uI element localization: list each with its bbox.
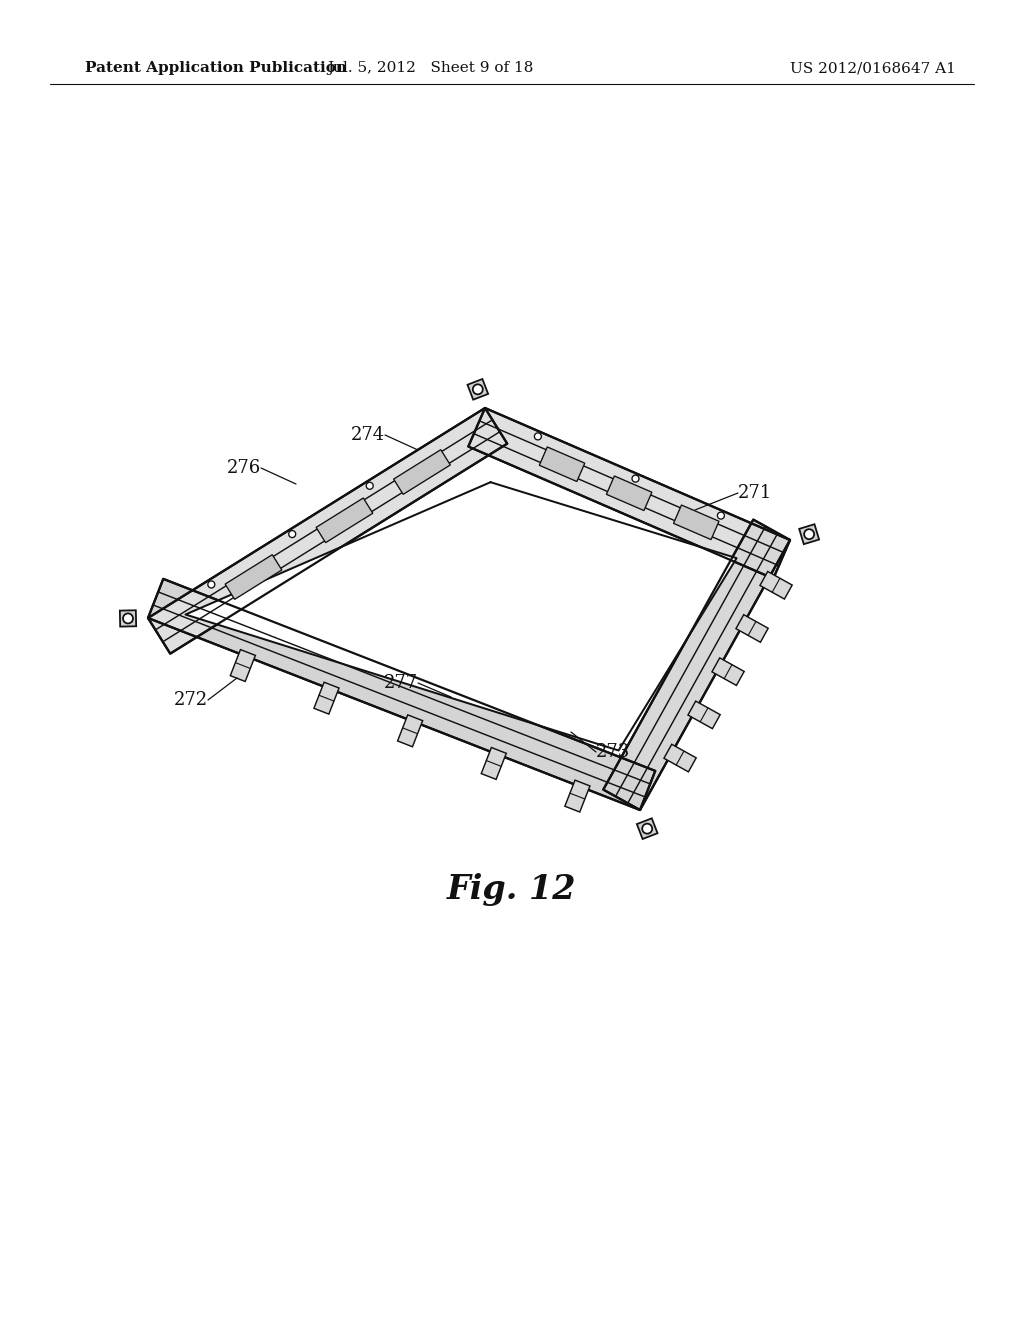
Polygon shape bbox=[185, 482, 736, 751]
Polygon shape bbox=[760, 572, 793, 599]
Polygon shape bbox=[148, 408, 507, 653]
Text: Fig. 12: Fig. 12 bbox=[447, 874, 577, 907]
Circle shape bbox=[642, 824, 652, 834]
Polygon shape bbox=[603, 520, 790, 810]
Polygon shape bbox=[540, 447, 585, 482]
Polygon shape bbox=[148, 579, 655, 810]
Text: 271: 271 bbox=[738, 484, 772, 502]
Polygon shape bbox=[674, 506, 719, 540]
Text: Patent Application Publication: Patent Application Publication bbox=[85, 61, 347, 75]
Text: Jul. 5, 2012   Sheet 9 of 18: Jul. 5, 2012 Sheet 9 of 18 bbox=[327, 61, 534, 75]
Polygon shape bbox=[664, 744, 696, 772]
Circle shape bbox=[123, 614, 133, 623]
Polygon shape bbox=[606, 477, 652, 511]
Text: 273: 273 bbox=[596, 743, 630, 762]
Text: 277: 277 bbox=[384, 675, 418, 692]
Polygon shape bbox=[481, 747, 506, 779]
Polygon shape bbox=[468, 408, 790, 578]
Polygon shape bbox=[314, 682, 339, 714]
Circle shape bbox=[289, 531, 296, 537]
Circle shape bbox=[535, 433, 542, 440]
Circle shape bbox=[208, 581, 215, 587]
Polygon shape bbox=[736, 615, 768, 643]
Circle shape bbox=[473, 384, 482, 395]
Circle shape bbox=[718, 512, 724, 519]
Polygon shape bbox=[316, 498, 373, 543]
Polygon shape bbox=[397, 715, 423, 747]
Polygon shape bbox=[120, 610, 136, 627]
Polygon shape bbox=[799, 524, 819, 544]
Polygon shape bbox=[225, 554, 282, 599]
Circle shape bbox=[804, 529, 814, 539]
Text: 272: 272 bbox=[174, 690, 208, 709]
Polygon shape bbox=[468, 379, 488, 400]
Polygon shape bbox=[688, 701, 720, 729]
Text: 276: 276 bbox=[226, 459, 261, 477]
Circle shape bbox=[632, 475, 639, 482]
Polygon shape bbox=[712, 657, 744, 685]
Text: 274: 274 bbox=[351, 426, 385, 444]
Circle shape bbox=[367, 482, 373, 490]
Text: US 2012/0168647 A1: US 2012/0168647 A1 bbox=[790, 61, 955, 75]
Polygon shape bbox=[393, 450, 451, 495]
Polygon shape bbox=[230, 649, 255, 681]
Polygon shape bbox=[637, 818, 657, 840]
Polygon shape bbox=[565, 780, 590, 812]
